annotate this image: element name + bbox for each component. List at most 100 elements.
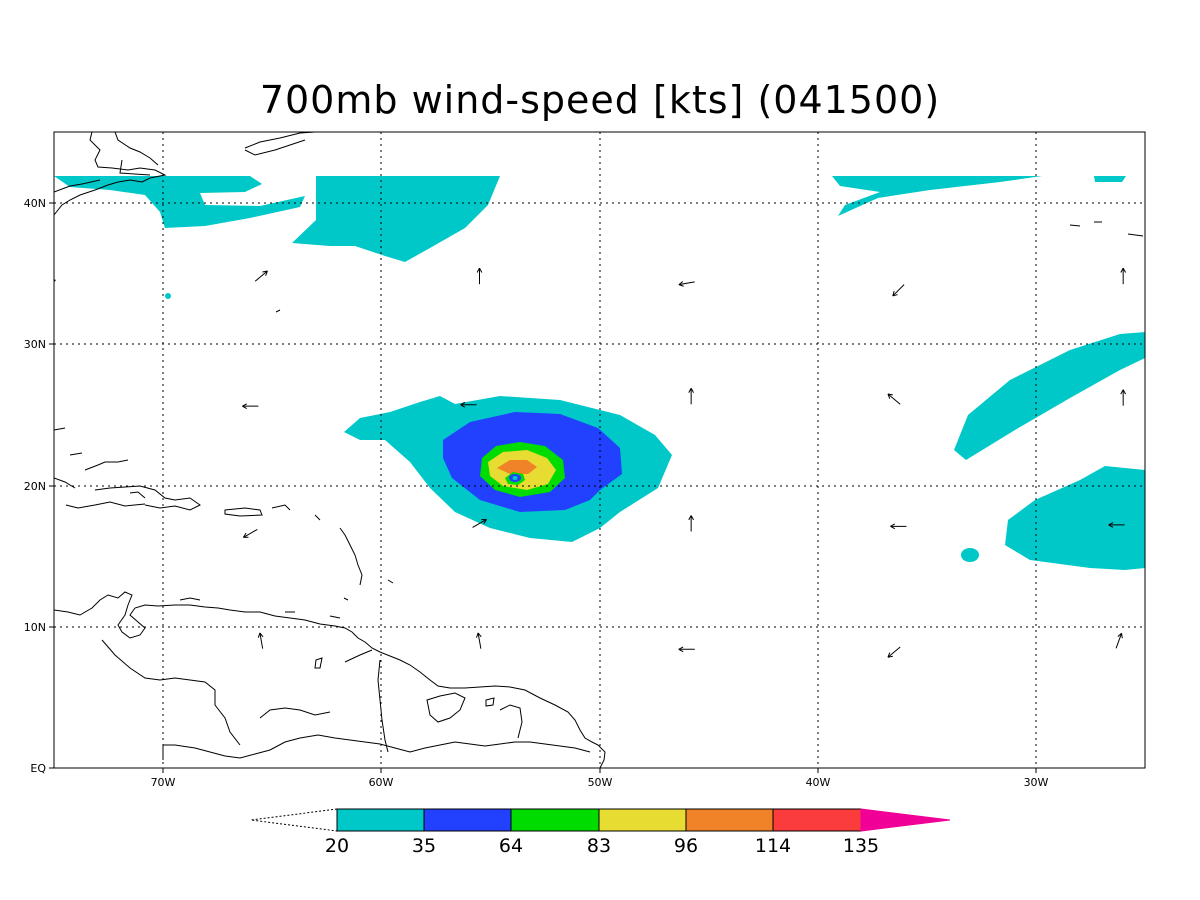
wind-vector-head bbox=[54, 279, 56, 282]
wind-vectors bbox=[54, 267, 1127, 658]
hurricane-eye bbox=[512, 476, 518, 480]
map-grid bbox=[54, 132, 1145, 768]
y-tick-label: 40N bbox=[24, 197, 46, 210]
wind-vector-arrow bbox=[476, 632, 482, 649]
wind-vector-arrow bbox=[688, 388, 694, 405]
wind-vector-head bbox=[1121, 633, 1123, 639]
wind-vector-head bbox=[1120, 389, 1124, 395]
colorbar-segment bbox=[772, 808, 862, 832]
wind-vector-shaft bbox=[472, 519, 487, 528]
wind-vector-head bbox=[1108, 524, 1114, 528]
wind-vector-arrow bbox=[254, 270, 268, 282]
wind-vector-head bbox=[262, 270, 268, 273]
wind-vector-head bbox=[890, 523, 896, 527]
wind-contour-20 bbox=[954, 332, 1145, 460]
wind-vector-head bbox=[1122, 267, 1127, 273]
colorbar-overflow-triangle bbox=[860, 808, 951, 832]
wind-vector-head bbox=[460, 404, 466, 408]
colorbar-segment bbox=[598, 808, 687, 832]
colorbar: 20 35 64 83 96 114 135 bbox=[250, 808, 951, 857]
colorbar-segment bbox=[685, 808, 774, 832]
wind-vector-head bbox=[460, 401, 466, 406]
wind-vector-head bbox=[887, 655, 893, 658]
colorbar-label: 20 bbox=[325, 835, 349, 857]
colorbar-label: 96 bbox=[674, 835, 698, 857]
wind-vector-head bbox=[259, 632, 264, 638]
wind-vector-head bbox=[483, 519, 487, 525]
wind-vector-arrow bbox=[1115, 632, 1123, 649]
y-tick-label: 20N bbox=[24, 480, 46, 493]
colorbar-segment bbox=[336, 808, 425, 832]
wind-vector-shaft bbox=[254, 270, 268, 282]
wind-vector-shaft bbox=[259, 632, 264, 649]
wind-vector-arrow bbox=[476, 267, 483, 285]
x-axis-labels: 70W 60W 50W 40W 30W bbox=[151, 776, 1049, 789]
wind-vector-arrow bbox=[887, 393, 901, 405]
wind-vector-shaft bbox=[887, 393, 901, 405]
wind-contour-20 bbox=[1005, 466, 1145, 570]
wind-vector-head bbox=[476, 267, 480, 273]
wind-vector-head bbox=[242, 405, 248, 410]
wind-vector-shaft bbox=[887, 646, 901, 658]
wind-vector-head bbox=[1120, 267, 1124, 273]
wind-speed-shading bbox=[54, 176, 1145, 570]
wind-vector-head bbox=[678, 284, 684, 287]
wind-vector-head bbox=[690, 515, 694, 521]
wind-contour-20 bbox=[292, 176, 500, 262]
wind-vector-head bbox=[890, 525, 896, 530]
colorbar-segment bbox=[423, 808, 512, 832]
x-tick-label: 60W bbox=[369, 776, 394, 789]
wind-vector-shaft bbox=[243, 528, 258, 538]
wind-vector-arrow bbox=[243, 528, 258, 538]
wind-vector-head bbox=[476, 632, 479, 638]
wind-vector-head bbox=[887, 652, 891, 658]
wind-vector-arrow bbox=[892, 284, 905, 297]
wind-vector-arrow bbox=[1120, 389, 1127, 406]
map-title: 700mb wind-speed [kts] (041500) bbox=[259, 78, 941, 122]
coastlines bbox=[54, 132, 1144, 768]
colorbar-label: 64 bbox=[499, 835, 523, 857]
wind-vector-arrow bbox=[460, 401, 477, 408]
wind-vector-arrow bbox=[678, 281, 695, 287]
axis-ticks bbox=[49, 202, 1037, 773]
x-tick-label: 40W bbox=[806, 776, 831, 789]
colorbar-segment bbox=[510, 808, 600, 832]
wind-vector-arrow bbox=[678, 646, 695, 653]
wind-contour-20 bbox=[1094, 176, 1126, 182]
wind-vector-arrow bbox=[54, 279, 56, 282]
wind-vector-head bbox=[242, 403, 248, 407]
wind-contour-20 bbox=[961, 548, 979, 562]
y-tick-label: 30N bbox=[24, 338, 46, 351]
wind-vector-head bbox=[477, 632, 482, 638]
wind-contour-20 bbox=[165, 293, 171, 299]
wind-vector-head bbox=[243, 532, 247, 538]
y-axis-labels: 40N 30N 20N 10N EQ bbox=[24, 197, 47, 775]
wind-vector-shaft bbox=[1115, 633, 1123, 649]
colorbar-label: 83 bbox=[587, 835, 611, 857]
wind-vector-shaft bbox=[892, 284, 905, 297]
x-tick-label: 50W bbox=[588, 776, 613, 789]
wind-vector-arrow bbox=[472, 518, 487, 528]
wind-vector-head bbox=[54, 279, 56, 281]
wind-vector-head bbox=[688, 515, 692, 521]
wind-vector-shaft bbox=[678, 281, 695, 286]
wind-vector-head bbox=[678, 648, 684, 653]
wind-vector-arrow bbox=[1108, 522, 1125, 528]
wind-vector-head bbox=[688, 388, 692, 393]
wind-vector-head bbox=[479, 267, 483, 273]
wind-vector-shaft bbox=[477, 632, 482, 649]
wind-vector-head bbox=[678, 646, 684, 650]
y-tick-label: 10N bbox=[24, 621, 46, 634]
wind-vector-arrow bbox=[242, 403, 259, 410]
x-tick-label: 30W bbox=[1024, 776, 1049, 789]
wind-vector-head bbox=[892, 294, 898, 297]
y-tick-label: EQ bbox=[30, 762, 46, 775]
wind-vector-arrow bbox=[688, 515, 694, 532]
hurricane-wind-96 bbox=[497, 460, 537, 474]
wind-vector-arrow bbox=[887, 646, 901, 658]
wind-vector-head bbox=[1117, 632, 1122, 637]
wind-vector-head bbox=[1108, 522, 1114, 526]
wind-vector-head bbox=[1122, 389, 1127, 395]
wind-vector-head bbox=[257, 632, 261, 638]
